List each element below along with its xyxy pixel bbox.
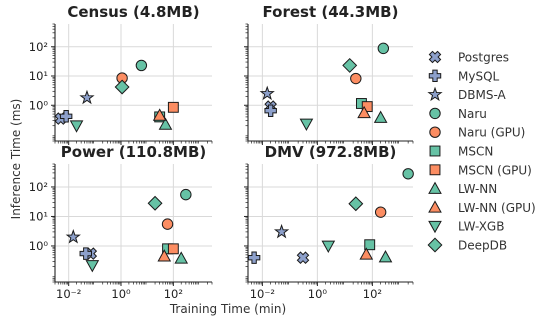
x-tick-label: 10² bbox=[164, 287, 183, 301]
point-lw-nn-gpu bbox=[359, 247, 374, 260]
y-tick-label: 10¹ bbox=[29, 209, 48, 223]
legend-label: DBMS-A bbox=[458, 88, 507, 102]
legend-item-dbms-a: DBMS-A bbox=[427, 86, 507, 102]
point-mscn-gpu bbox=[167, 101, 179, 113]
panel-title: Power (110.8MB) bbox=[61, 143, 206, 161]
legend: Postgres MySQL DBMS-A Naru Naru (GPU) MSCN MSC… bbox=[427, 50, 536, 253]
panel-title: DMV (972.8MB) bbox=[265, 143, 397, 161]
point-naru bbox=[402, 168, 414, 180]
panel-title: Forest (44.3MB) bbox=[263, 3, 399, 21]
point-lw-xgb bbox=[69, 120, 84, 133]
legend-item-naru: Naru bbox=[429, 107, 487, 121]
panel-power-110-8mb: 10⁰ 10¹ 10² 10⁻² 10⁰ 10² Power (110.8MB) bbox=[29, 143, 213, 301]
point-lw-xgb bbox=[85, 260, 100, 273]
point-lw-nn bbox=[378, 250, 393, 263]
point-deepdb bbox=[342, 57, 358, 73]
point-lw-nn-gpu bbox=[152, 108, 167, 121]
point-dbms-a bbox=[259, 85, 275, 101]
point-naru-gpu bbox=[374, 206, 387, 218]
legend-marker-naru bbox=[429, 107, 441, 120]
legend-item-lw-xgb: LW-XGB bbox=[428, 220, 504, 234]
legend-marker-deepdb bbox=[427, 237, 443, 253]
point-postgres bbox=[296, 251, 310, 264]
point-naru bbox=[180, 188, 192, 201]
legend-label: MySQL bbox=[458, 69, 500, 83]
legend-label: LW-NN bbox=[458, 182, 497, 196]
y-tick-label: 10¹ bbox=[29, 69, 48, 83]
y-tick-label: 10⁰ bbox=[29, 239, 49, 253]
panels-group: 10⁰ 10¹ 10² Census (4.8MB) Forest (44.3MB) 10… bbox=[29, 3, 414, 301]
legend-marker-mysql bbox=[428, 69, 442, 83]
point-deepdb bbox=[114, 79, 130, 95]
y-axis-label: Inference Time (ms) bbox=[9, 99, 23, 220]
legend-label: Naru bbox=[458, 107, 487, 121]
point-naru-gpu bbox=[350, 72, 362, 85]
point-naru bbox=[377, 42, 390, 55]
legend-marker-lw-xgb bbox=[428, 220, 442, 234]
panel-census-4-8mb: 10⁰ 10¹ 10² Census (4.8MB) bbox=[29, 3, 213, 145]
point-deepdb bbox=[348, 196, 364, 212]
point-mysql bbox=[79, 247, 92, 260]
legend-label: DeepDB bbox=[458, 239, 507, 253]
x-axis-label: Training Time (min) bbox=[169, 302, 286, 316]
panel-forest-44-3mb: Forest (44.3MB) bbox=[244, 3, 414, 145]
legend-marker-dbms-a bbox=[427, 86, 443, 102]
point-mysql bbox=[264, 104, 277, 117]
legend-label: MSCN (GPU) bbox=[458, 163, 532, 177]
point-lw-xgb bbox=[321, 240, 336, 253]
point-mysql bbox=[247, 251, 261, 264]
point-lw-nn bbox=[158, 117, 173, 130]
point-mscn bbox=[364, 239, 376, 251]
point-dbms-a bbox=[65, 229, 81, 244]
legend-item-mysql: MySQL bbox=[428, 69, 500, 83]
legend-label: LW-NN (GPU) bbox=[458, 201, 536, 215]
x-tick-label: 10⁻² bbox=[250, 287, 275, 301]
legend-item-lw-nn: LW-NN bbox=[428, 181, 497, 196]
point-dbms-a bbox=[79, 89, 95, 105]
legend-marker-naru-gpu bbox=[429, 126, 441, 138]
legend-marker-lw-nn bbox=[428, 181, 442, 194]
legend-marker-mscn bbox=[429, 145, 441, 157]
x-tick-label: 10² bbox=[363, 287, 382, 301]
point-lw-nn-gpu bbox=[157, 249, 172, 262]
legend-item-mscn: MSCN bbox=[429, 145, 493, 159]
point-mscn-gpu bbox=[167, 243, 179, 255]
legend-item-mscn-gpu: MSCN (GPU) bbox=[429, 163, 532, 177]
point-naru-gpu bbox=[161, 218, 174, 230]
legend-marker-lw-nn-gpu bbox=[428, 200, 442, 213]
legend-item-lw-nn-gpu: LW-NN (GPU) bbox=[428, 200, 536, 215]
y-tick-label: 10² bbox=[29, 40, 48, 54]
panel-title: Census (4.8MB) bbox=[67, 3, 199, 21]
legend-label: LW-XGB bbox=[458, 220, 504, 234]
x-tick-label: 10⁻² bbox=[56, 287, 81, 301]
legend-item-deepdb: DeepDB bbox=[427, 237, 507, 253]
legend-item-postgres: Postgres bbox=[428, 50, 509, 65]
y-tick-label: 10⁰ bbox=[29, 98, 49, 112]
legend-item-naru-gpu: Naru (GPU) bbox=[429, 126, 525, 140]
y-tick-label: 10² bbox=[29, 180, 48, 194]
point-naru bbox=[135, 59, 148, 72]
point-lw-nn-gpu bbox=[357, 105, 371, 119]
point-lw-nn bbox=[373, 110, 388, 123]
x-tick-label: 10⁰ bbox=[308, 287, 328, 301]
point-dbms-a bbox=[273, 223, 290, 239]
point-deepdb bbox=[147, 195, 163, 211]
legend-label: MSCN bbox=[458, 145, 493, 159]
panel-dmv-972-8mb: 10⁻² 10⁰ 10² DMV (972.8MB) bbox=[244, 143, 414, 301]
point-lw-xgb bbox=[299, 118, 314, 131]
legend-marker-postgres bbox=[428, 50, 442, 64]
point-lw-nn bbox=[174, 251, 189, 264]
legend-label: Naru (GPU) bbox=[458, 126, 525, 140]
point-mysql bbox=[59, 110, 73, 123]
legend-marker-mscn-gpu bbox=[429, 164, 441, 176]
legend-label: Postgres bbox=[458, 51, 509, 65]
x-tick-label: 10⁰ bbox=[111, 287, 131, 301]
